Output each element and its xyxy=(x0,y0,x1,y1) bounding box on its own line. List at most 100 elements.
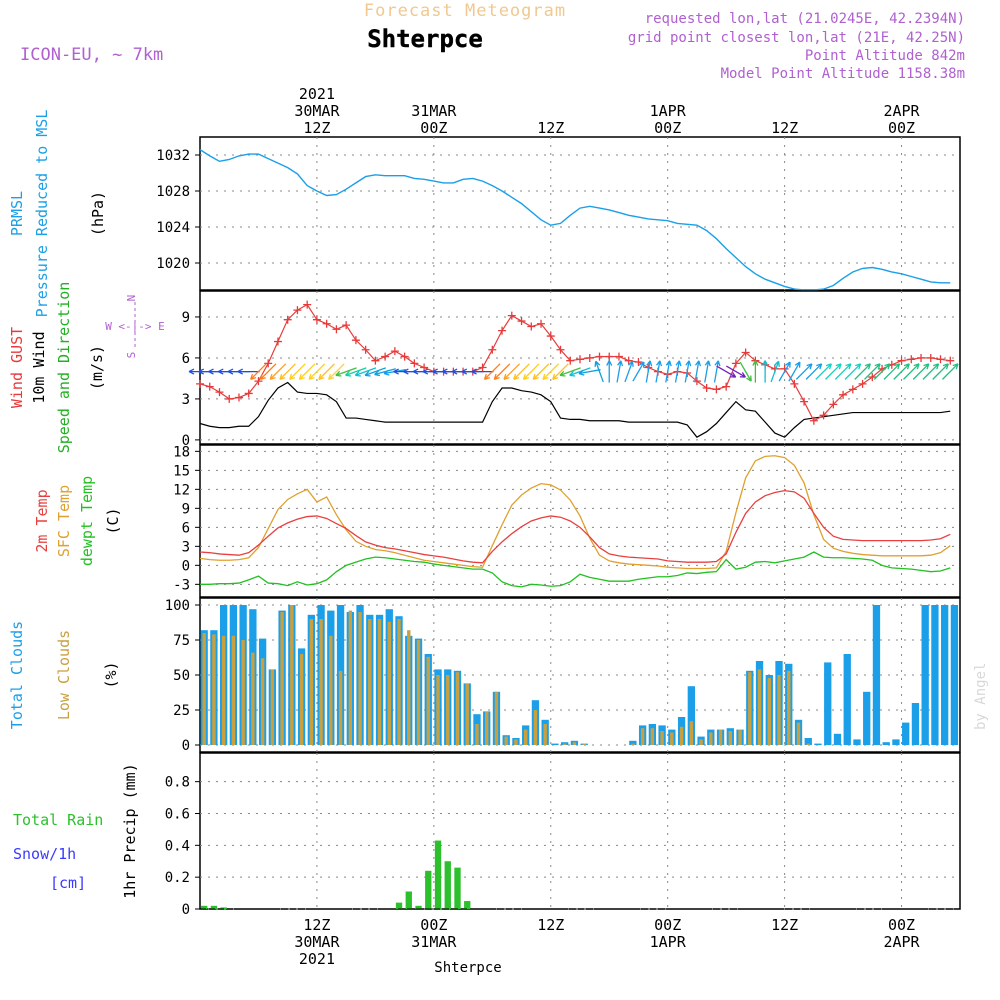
wind-direction-arrow xyxy=(713,360,721,383)
rain-bar xyxy=(434,840,442,909)
wind-direction-arrow xyxy=(655,360,663,383)
total-cloud-bar xyxy=(824,662,832,745)
wind-direction-arrow xyxy=(788,361,801,382)
axis-title-line: PRMSL xyxy=(8,191,26,236)
gust-marker xyxy=(488,345,497,354)
wind-direction-arrow xyxy=(483,363,501,380)
gust-marker xyxy=(692,377,701,386)
low-cloud-bar xyxy=(358,612,362,745)
panels: 1020 1024 1028 1032 PRMSL Pressure Reduced to… xyxy=(8,110,961,918)
precip-legend-line: Snow/1h xyxy=(13,845,76,863)
total-cloud-bar xyxy=(872,605,881,745)
low-cloud-bar xyxy=(309,619,314,745)
point-altitude: Point Altitude 842m xyxy=(805,48,965,64)
compass-n: N xyxy=(125,295,138,302)
y-tick-label: 0.4 xyxy=(165,838,190,854)
total-cloud-bar xyxy=(892,739,900,745)
wind-direction-arrow xyxy=(942,363,959,380)
top-time-label: 31MAR xyxy=(411,102,457,120)
wind-direction-arrow xyxy=(522,363,540,380)
product-title: Forecast Meteogram xyxy=(364,1,566,21)
low-cloud-bar xyxy=(212,634,216,745)
wind-direction-arrow xyxy=(237,368,260,375)
time-axis: 202130MAR12Z12Z30MAR202131MAR00Z00Z31MAR… xyxy=(294,85,920,976)
y-tick-label: 3 xyxy=(182,392,190,408)
low-cloud-bar xyxy=(806,743,810,745)
total-cloud-bar xyxy=(804,738,812,745)
low-cloud-bar xyxy=(329,635,333,745)
axis-title-line: 10m Wind xyxy=(30,331,48,403)
top-time-label: 12Z xyxy=(537,119,564,137)
axis-title-line: Wind GUST xyxy=(8,327,26,408)
low-cloud-bar xyxy=(748,672,752,745)
total-cloud-bar xyxy=(833,733,842,745)
gust-marker xyxy=(205,382,214,391)
gust-marker xyxy=(829,400,838,409)
panel-precip: 0 0.2 0.4 0.6 0.8 1hr Precip (mm) Total Rain Sn… xyxy=(13,752,961,918)
wind-direction-arrow xyxy=(795,363,813,380)
y-tick-label: 0 xyxy=(182,738,190,754)
rain-bar xyxy=(201,905,208,909)
top-time-label: 2021 xyxy=(299,85,335,103)
gust-marker xyxy=(946,356,955,365)
gust-line xyxy=(199,303,951,422)
wind-direction-arrow xyxy=(318,363,335,380)
low-cloud-bar xyxy=(543,724,547,745)
low-cloud-bar xyxy=(348,610,353,745)
y-tick-label: 50 xyxy=(173,668,190,684)
gust-marker xyxy=(273,337,282,346)
y-tick-label: 1020 xyxy=(156,256,190,272)
t2m-line xyxy=(199,489,951,564)
gust-marker xyxy=(819,411,828,420)
bottom-time-label: 12Z xyxy=(537,916,564,934)
rain-bar xyxy=(464,901,471,909)
low-cloud-bar xyxy=(699,739,703,745)
wind-speed-line xyxy=(199,381,951,438)
wind-direction-arrow xyxy=(864,363,881,380)
dewpoint-line xyxy=(200,551,951,588)
axis-title-line: (C) xyxy=(104,507,122,534)
gust-marker xyxy=(858,379,867,388)
gust-marker xyxy=(420,363,429,372)
y-tick-label: 0.6 xyxy=(165,806,190,822)
bottom-time-label: 00Z xyxy=(888,916,915,934)
bottom-time-label: 12Z xyxy=(303,916,330,934)
wind-direction-arrow xyxy=(345,367,367,377)
gust-marker xyxy=(351,336,360,345)
total-cloud-bar xyxy=(882,742,890,745)
low-cloud-bar xyxy=(757,669,762,745)
wind-direction-arrow xyxy=(844,363,862,380)
low-cloud-bar xyxy=(475,724,479,745)
panel-frame xyxy=(199,752,961,910)
low-cloud-bar xyxy=(251,652,255,745)
gust-marker xyxy=(215,388,224,397)
wind-direction-arrow xyxy=(778,361,791,382)
wind-direction-arrow xyxy=(624,360,634,383)
wind-direction-arrow xyxy=(854,363,871,380)
header: Forecast Meteogram Shterpce ICON-EU, ~ 7… xyxy=(20,1,989,730)
low-cloud-bar xyxy=(689,721,694,745)
gust-marker xyxy=(741,348,750,357)
bottom-axis-title: Shterpce xyxy=(434,960,501,976)
y-tick-label: 6 xyxy=(182,520,190,536)
top-time-label: 12Z xyxy=(771,119,798,137)
low-cloud-bar xyxy=(640,728,645,745)
gust-marker xyxy=(585,353,594,362)
gust-marker xyxy=(293,306,302,315)
compass-rose: NW <-|-> ES xyxy=(105,295,165,359)
y-tick-label: 12 xyxy=(173,482,190,498)
wind-direction-arrow xyxy=(471,368,494,375)
gust-marker xyxy=(478,363,487,372)
gust-marker xyxy=(527,322,536,331)
wind-direction-arrow xyxy=(739,361,752,382)
rain-bar xyxy=(395,902,403,909)
low-cloud-bar xyxy=(416,640,421,745)
panel-pressure: 1020 1024 1028 1032 PRMSL Pressure Reduced to… xyxy=(8,110,961,317)
low-cloud-bar xyxy=(777,675,781,745)
low-cloud-bar xyxy=(368,619,372,745)
y-tick-label: 0 xyxy=(182,902,190,918)
gust-marker xyxy=(303,300,312,309)
pressure-line xyxy=(199,149,951,291)
gust-marker xyxy=(624,356,633,365)
gust-marker xyxy=(196,379,204,388)
